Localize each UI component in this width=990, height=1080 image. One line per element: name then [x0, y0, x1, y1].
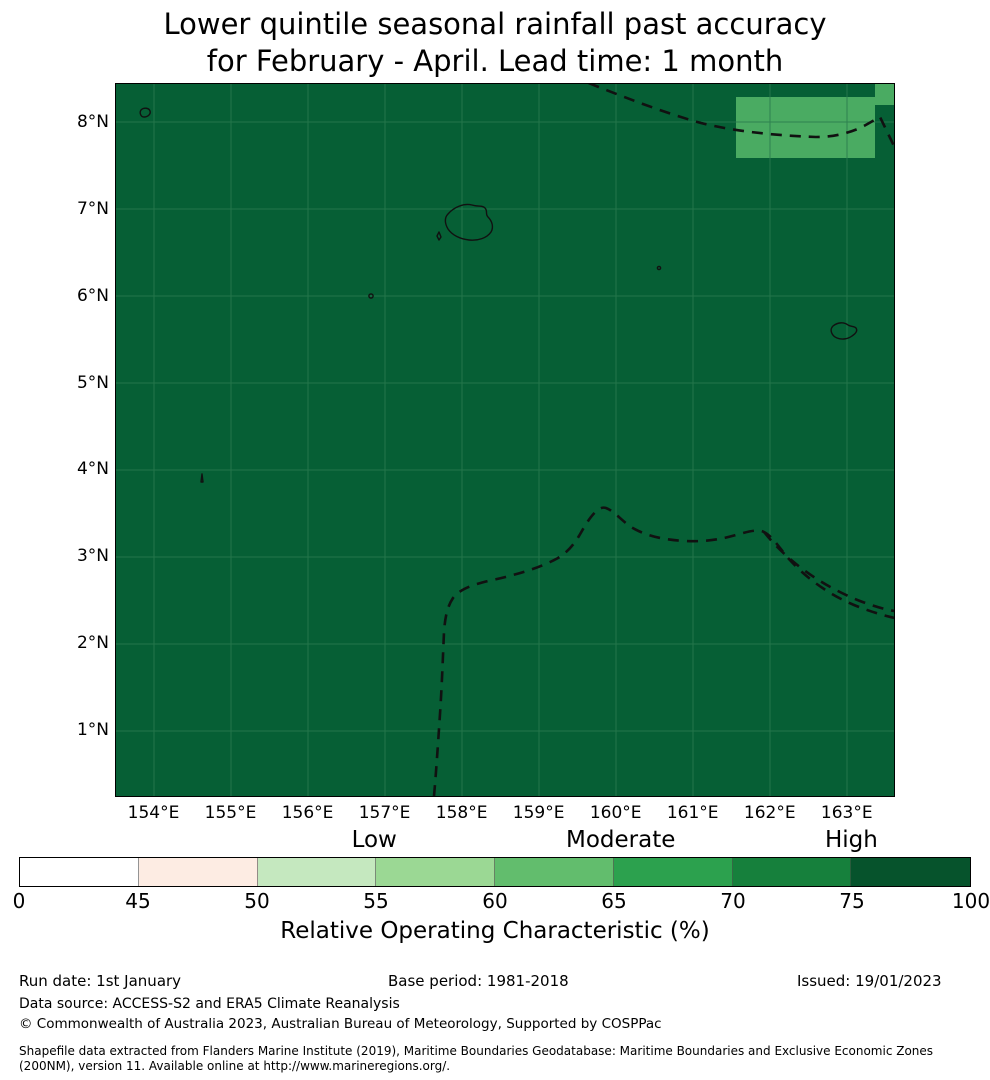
colorbar-tick-label: 75	[839, 889, 865, 913]
colorbar-segment[interactable]	[732, 858, 852, 886]
shapefile-line-1: Shapefile data extracted from Flanders M…	[19, 1044, 934, 1058]
colorbar-tick-label: 100	[951, 889, 990, 913]
page-title: Lower quintile seasonal rainfall past ac…	[0, 6, 990, 80]
longitude-tick-label: 154°E	[127, 803, 180, 823]
colorbar-tick-label: 45	[125, 889, 151, 913]
roc-base-cell	[116, 84, 894, 796]
latitude-tick-label: 8°N	[76, 112, 109, 133]
colorbar-segment[interactable]	[851, 858, 970, 886]
colorbar-tick-label: 55	[363, 889, 389, 913]
latitude-tick-label: 6°N	[76, 285, 109, 306]
base-period-text: Base period: 1981-2018	[388, 972, 569, 990]
longitude-tick-label: 158°E	[435, 803, 488, 823]
colorbar-segment[interactable]	[376, 858, 495, 886]
longitude-tick-label: 163°E	[820, 803, 873, 823]
longitude-tick-label: 160°E	[589, 803, 642, 823]
map-gridlines	[116, 84, 894, 796]
colorbar-segment[interactable]	[138, 858, 258, 886]
roc-patch-cell	[736, 97, 875, 158]
copyright-text: © Commonwealth of Australia 2023, Austra…	[19, 1016, 662, 1032]
longitude-tick-label: 156°E	[281, 803, 334, 823]
colorbar-segment[interactable]	[257, 858, 377, 886]
colorbar-tick-label: 50	[244, 889, 270, 913]
island-coastlines	[139, 107, 858, 483]
latitude-axis: 1°N 2°N 3°N 4°N 5°N 6°N 7°N 8°N	[33, 83, 109, 795]
latitude-tick-label: 5°N	[76, 372, 109, 393]
shapefile-line-2: (200NM), version 11. Available online at…	[19, 1059, 451, 1073]
roc-patch-corner-cell	[875, 84, 894, 105]
run-date-text: Run date: 1st January	[19, 972, 182, 990]
map-plot-area[interactable]	[115, 83, 895, 797]
longitude-axis: 154°E 155°E 156°E 157°E 158°E 159°E 160°E 161°E…	[115, 805, 893, 827]
longitude-tick-label: 161°E	[666, 803, 719, 823]
title-line-2: for February - April. Lead time: 1 month	[206, 44, 784, 78]
colorbar-tick-label: 70	[720, 889, 746, 913]
skill-category-label: High	[824, 827, 878, 853]
title-line-1: Lower quintile seasonal rainfall past ac…	[163, 7, 827, 41]
footer: Run date: 1st January Base period: 1981-…	[0, 972, 990, 1080]
longitude-tick-label: 157°E	[358, 803, 411, 823]
skill-category-label: Moderate	[566, 827, 676, 853]
shapefile-attribution: Shapefile data extracted from Flanders M…	[19, 1044, 969, 1074]
latitude-tick-label: 2°N	[76, 633, 109, 654]
eez-boundary-line	[432, 84, 894, 796]
colorbar-tick-label: 0	[12, 889, 26, 913]
colorbar-tick-labels: 0 45 50 55 60 65 70 75 100	[13, 889, 990, 914]
colorbar-tick-label: 65	[601, 889, 627, 913]
map-svg	[116, 84, 894, 796]
issued-date-text: Issued: 19/01/2023	[797, 972, 942, 990]
colorbar-tick-label: 60	[482, 889, 508, 913]
colorbar-segment[interactable]	[20, 858, 139, 886]
latitude-tick-label: 7°N	[76, 198, 109, 219]
skill-category-labels: Low Moderate High	[0, 827, 990, 855]
colorbar-segment[interactable]	[495, 858, 614, 886]
latitude-tick-label: 1°N	[76, 719, 109, 740]
colorbar-segment[interactable]	[613, 858, 733, 886]
longitude-tick-label: 159°E	[512, 803, 565, 823]
latitude-tick-label: 3°N	[76, 546, 109, 567]
skill-category-label: Low	[351, 827, 397, 853]
longitude-tick-label: 162°E	[743, 803, 796, 823]
latitude-tick-label: 4°N	[76, 459, 109, 480]
colorbar-axis-label: Relative Operating Characteristic (%)	[280, 918, 710, 944]
longitude-tick-label: 155°E	[204, 803, 257, 823]
roc-colorbar[interactable]	[19, 857, 971, 887]
data-source-text: Data source: ACCESS-S2 and ERA5 Climate …	[19, 996, 400, 1012]
